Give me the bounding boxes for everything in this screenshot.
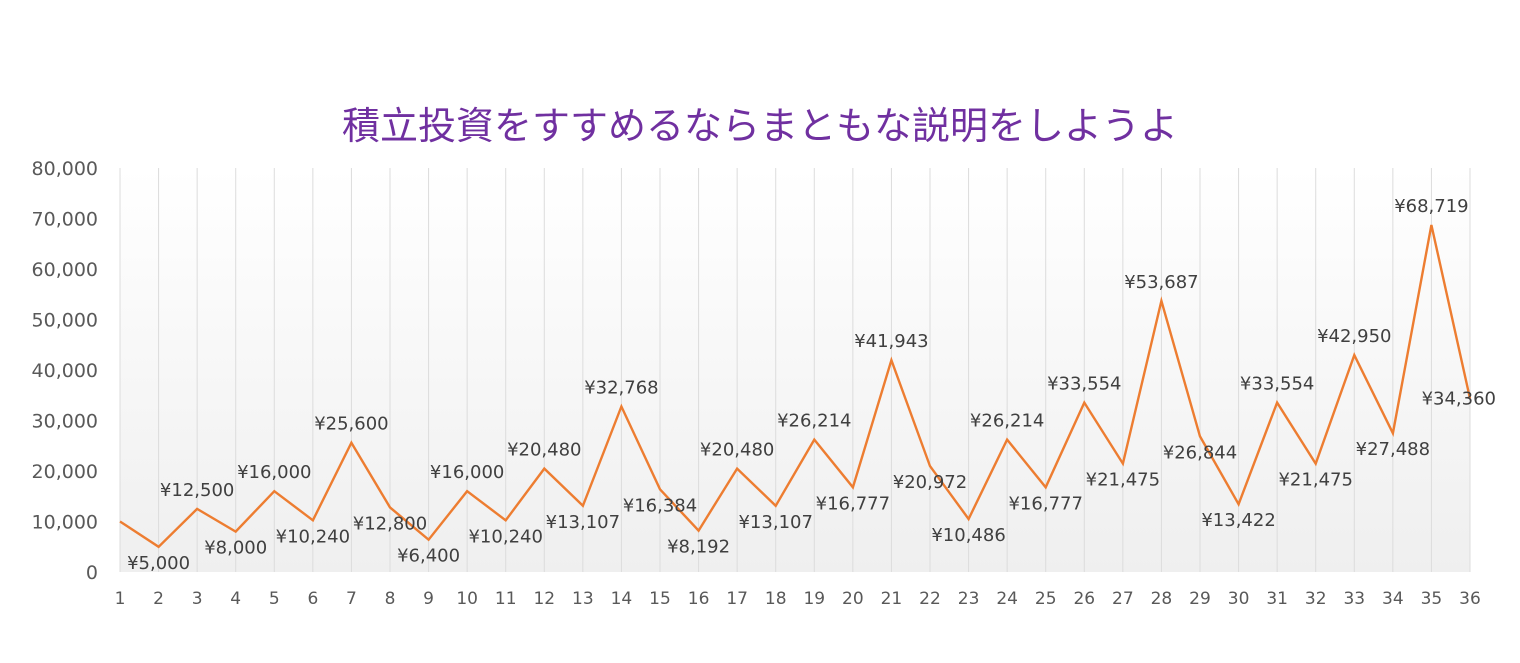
x-axis: 1 2 3 4 5 6 7 8 9 10 11 12 13 14 15 16 17 18 19 20 21 22 23 24 2… (115, 589, 1481, 609)
x-tick-label: 34 (1382, 589, 1404, 609)
x-tick-label: 18 (765, 589, 787, 609)
data-label: ¥10,240 (468, 526, 542, 547)
data-label: ¥34,360 (1422, 388, 1496, 409)
x-tick-label: 10 (456, 589, 478, 609)
y-axis: 0 10,000 20,000 30,000 40,000 50,000 60,000 70,… (32, 158, 98, 584)
data-label: ¥5,000 (127, 553, 190, 574)
data-label: ¥27,488 (1356, 439, 1430, 460)
plot-area (120, 168, 1470, 572)
x-tick-label: 6 (307, 589, 318, 609)
x-tick-label: 9 (423, 589, 434, 609)
y-tick-label: 40,000 (32, 360, 98, 382)
y-tick-label: 50,000 (32, 310, 98, 332)
x-tick-label: 29 (1189, 589, 1211, 609)
x-tick-label: 13 (572, 589, 594, 609)
data-label: ¥33,554 (1047, 374, 1121, 395)
data-label: ¥53,687 (1124, 272, 1198, 293)
x-tick-label: 11 (495, 589, 517, 609)
chart-title: 積立投資をすすめるならまともな説明をしようよ (341, 104, 1178, 148)
x-tick-label: 5 (269, 589, 280, 609)
x-tick-label: 4 (230, 589, 241, 609)
data-label: ¥13,107 (738, 512, 812, 533)
x-tick-label: 32 (1305, 589, 1327, 609)
y-tick-label: 30,000 (32, 411, 98, 433)
x-tick-label: 17 (726, 589, 748, 609)
data-label: ¥8,192 (667, 537, 730, 558)
x-tick-label: 26 (1073, 589, 1095, 609)
x-tick-label: 3 (192, 589, 203, 609)
data-label: ¥20,972 (893, 472, 967, 493)
data-label: ¥21,475 (1278, 470, 1352, 491)
data-label: ¥20,480 (700, 440, 774, 461)
x-tick-label: 21 (881, 589, 903, 609)
x-tick-label: 2 (153, 589, 164, 609)
x-tick-label: 22 (919, 589, 941, 609)
y-tick-label: 80,000 (32, 158, 98, 180)
data-label: ¥8,000 (204, 538, 267, 559)
y-tick-label: 70,000 (32, 209, 98, 231)
data-label: ¥16,000 (430, 462, 504, 483)
x-tick-label: 30 (1228, 589, 1250, 609)
data-label: ¥42,950 (1317, 326, 1391, 347)
data-label: ¥16,000 (237, 462, 311, 483)
x-tick-label: 35 (1421, 589, 1443, 609)
x-tick-label: 1 (115, 589, 126, 609)
data-label: ¥21,475 (1086, 470, 1160, 491)
data-label: ¥16,777 (816, 493, 890, 514)
x-tick-label: 27 (1112, 589, 1134, 609)
data-label: ¥25,600 (314, 414, 388, 435)
data-label: ¥26,214 (777, 411, 851, 432)
data-labels: ¥5,000 ¥12,500 ¥8,000 ¥16,000 ¥10,240 ¥25,600… (127, 196, 1496, 574)
series-line-path (119, 224, 1472, 549)
data-label: ¥26,844 (1163, 442, 1237, 463)
data-label: ¥12,800 (353, 513, 427, 534)
x-tick-label: 14 (611, 589, 633, 609)
x-tick-label: 28 (1151, 589, 1173, 609)
x-tick-label: 36 (1459, 589, 1481, 609)
x-tick-label: 19 (803, 589, 825, 609)
x-tick-label: 7 (346, 589, 357, 609)
y-tick-label: 0 (86, 562, 98, 584)
y-tick-label: 60,000 (32, 259, 98, 281)
data-label: ¥68,719 (1394, 196, 1468, 217)
data-label: ¥16,384 (623, 495, 697, 516)
data-label: ¥26,214 (970, 411, 1044, 432)
data-label: ¥41,943 (854, 331, 928, 352)
x-tick-label: 25 (1035, 589, 1057, 609)
x-tick-label: 8 (385, 589, 396, 609)
data-label: ¥20,480 (507, 440, 581, 461)
data-label: ¥33,554 (1240, 374, 1314, 395)
gridlines (119, 168, 1471, 572)
x-tick-label: 31 (1266, 589, 1288, 609)
x-tick-label: 12 (533, 589, 555, 609)
x-tick-label: 16 (688, 589, 710, 609)
data-label: ¥32,768 (584, 378, 658, 399)
data-label: ¥16,777 (1008, 493, 1082, 514)
data-label: ¥13,107 (546, 512, 620, 533)
series-line (119, 224, 1472, 549)
x-tick-label: 33 (1343, 589, 1365, 609)
data-label: ¥13,422 (1201, 510, 1275, 531)
data-label: ¥10,240 (276, 526, 350, 547)
y-tick-label: 20,000 (32, 461, 98, 483)
x-tick-label: 20 (842, 589, 864, 609)
x-tick-label: 15 (649, 589, 671, 609)
data-label: ¥12,500 (160, 480, 234, 501)
data-label: ¥6,400 (397, 546, 460, 567)
data-label: ¥10,486 (931, 525, 1005, 546)
x-tick-label: 24 (996, 589, 1018, 609)
x-tick-label: 23 (958, 589, 980, 609)
y-tick-label: 10,000 (32, 512, 98, 534)
